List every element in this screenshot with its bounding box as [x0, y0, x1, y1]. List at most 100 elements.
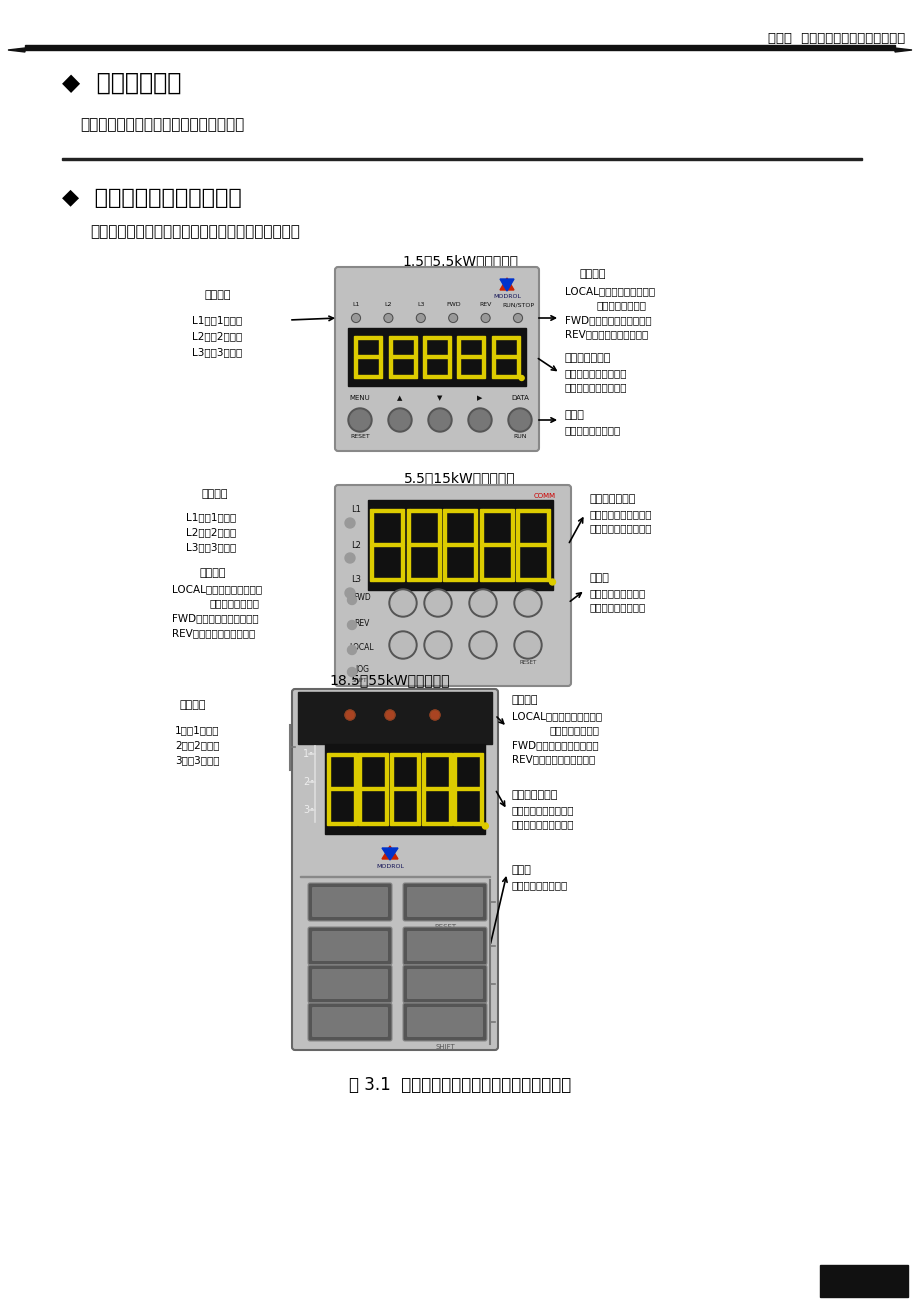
- Bar: [416, 753, 420, 789]
- Text: RESET: RESET: [519, 660, 536, 665]
- Bar: [437, 509, 440, 546]
- Bar: [474, 509, 477, 546]
- Text: RUN: RUN: [513, 435, 527, 440]
- Text: FWD：正转指令输入时灯亮: FWD：正转指令输入时灯亮: [172, 613, 258, 622]
- Bar: [482, 357, 485, 378]
- Circle shape: [470, 410, 490, 430]
- Text: L2: L2: [351, 540, 360, 549]
- Circle shape: [549, 579, 555, 585]
- Text: MODROL: MODROL: [493, 294, 520, 299]
- Polygon shape: [499, 279, 514, 292]
- Text: 监视选项: 监视选项: [205, 290, 231, 299]
- Text: M/E: M/E: [429, 939, 460, 953]
- Bar: [480, 789, 482, 825]
- Bar: [456, 822, 480, 825]
- Text: ∨: ∨: [344, 976, 356, 992]
- Circle shape: [388, 408, 412, 432]
- Circle shape: [514, 589, 541, 617]
- Bar: [414, 336, 416, 357]
- Bar: [519, 543, 547, 546]
- Circle shape: [481, 314, 490, 323]
- Text: ≫: ≫: [342, 1014, 357, 1030]
- FancyBboxPatch shape: [406, 1006, 482, 1036]
- Text: REV: REV: [354, 618, 369, 628]
- Text: LOCAL: LOCAL: [337, 698, 362, 707]
- FancyBboxPatch shape: [403, 883, 486, 921]
- Text: 定运转指令时灯亮: 定运转指令时灯亮: [550, 725, 599, 736]
- Circle shape: [345, 518, 355, 529]
- Bar: [474, 546, 477, 581]
- Bar: [379, 357, 382, 378]
- Bar: [298, 691, 492, 743]
- Bar: [347, 328, 526, 385]
- Polygon shape: [499, 279, 514, 290]
- Text: 监视选项: 监视选项: [201, 490, 228, 499]
- Bar: [390, 789, 392, 825]
- Text: ◆  数字式操作器: ◆ 数字式操作器: [62, 72, 181, 95]
- Bar: [300, 875, 490, 878]
- FancyBboxPatch shape: [312, 931, 388, 961]
- Text: ∧: ∧: [434, 599, 441, 608]
- Text: L3: L3: [351, 575, 360, 585]
- Bar: [361, 753, 385, 756]
- Text: ▼: ▼: [437, 395, 442, 401]
- Text: 运转方式: 运转方式: [579, 270, 606, 279]
- Bar: [329, 786, 353, 790]
- Text: 1：第1监视项: 1：第1监视项: [175, 725, 220, 736]
- Circle shape: [509, 410, 529, 430]
- Bar: [547, 546, 550, 581]
- Bar: [421, 789, 425, 825]
- Bar: [326, 789, 329, 825]
- Circle shape: [468, 408, 492, 432]
- Circle shape: [424, 631, 451, 659]
- Circle shape: [347, 668, 357, 677]
- Bar: [423, 357, 425, 378]
- Text: STOP: STOP: [516, 641, 539, 650]
- Text: LOCAL: LOCAL: [349, 643, 374, 652]
- Text: ▲: ▲: [397, 395, 403, 401]
- Text: STOP: STOP: [422, 894, 467, 910]
- Text: 显示参数监视选择界面: 显示参数监视选择界面: [564, 368, 627, 378]
- Bar: [388, 357, 391, 378]
- FancyBboxPatch shape: [312, 1006, 388, 1036]
- Bar: [443, 509, 446, 546]
- Bar: [410, 543, 437, 546]
- Text: MODROL: MODROL: [376, 863, 403, 868]
- FancyBboxPatch shape: [312, 969, 388, 999]
- Bar: [410, 509, 437, 512]
- FancyBboxPatch shape: [308, 1003, 391, 1042]
- FancyBboxPatch shape: [403, 927, 486, 965]
- Circle shape: [471, 633, 494, 658]
- Bar: [370, 509, 373, 546]
- Text: LOCAL：驱动器由操作器给: LOCAL：驱动器由操作器给: [512, 711, 601, 721]
- Bar: [406, 546, 410, 581]
- Bar: [482, 543, 510, 546]
- Circle shape: [427, 408, 451, 432]
- Bar: [425, 336, 448, 339]
- Text: 显示参数监视选择界面: 显示参数监视选择界面: [512, 805, 573, 815]
- Text: 运转方式: 运转方式: [512, 695, 538, 704]
- FancyBboxPatch shape: [403, 1003, 486, 1042]
- Text: ∧: ∧: [344, 939, 356, 953]
- Polygon shape: [894, 48, 911, 52]
- Bar: [516, 509, 519, 546]
- Text: L1: L1: [352, 302, 359, 307]
- Circle shape: [514, 631, 541, 659]
- Bar: [379, 336, 382, 357]
- Text: L2：第2监视项: L2：第2监视项: [192, 331, 242, 341]
- Bar: [480, 546, 482, 581]
- Bar: [425, 822, 448, 825]
- Bar: [401, 546, 404, 581]
- Circle shape: [389, 631, 416, 659]
- Bar: [324, 743, 484, 835]
- Text: REV: REV: [426, 698, 442, 707]
- Circle shape: [384, 710, 394, 720]
- FancyBboxPatch shape: [335, 486, 571, 686]
- Bar: [368, 500, 552, 590]
- Text: 监视选项: 监视选项: [179, 700, 206, 710]
- Bar: [425, 355, 448, 358]
- Bar: [354, 336, 357, 357]
- Circle shape: [448, 314, 458, 323]
- FancyBboxPatch shape: [308, 927, 391, 965]
- Text: 切换参数、修改参数: 切换参数、修改参数: [564, 424, 620, 435]
